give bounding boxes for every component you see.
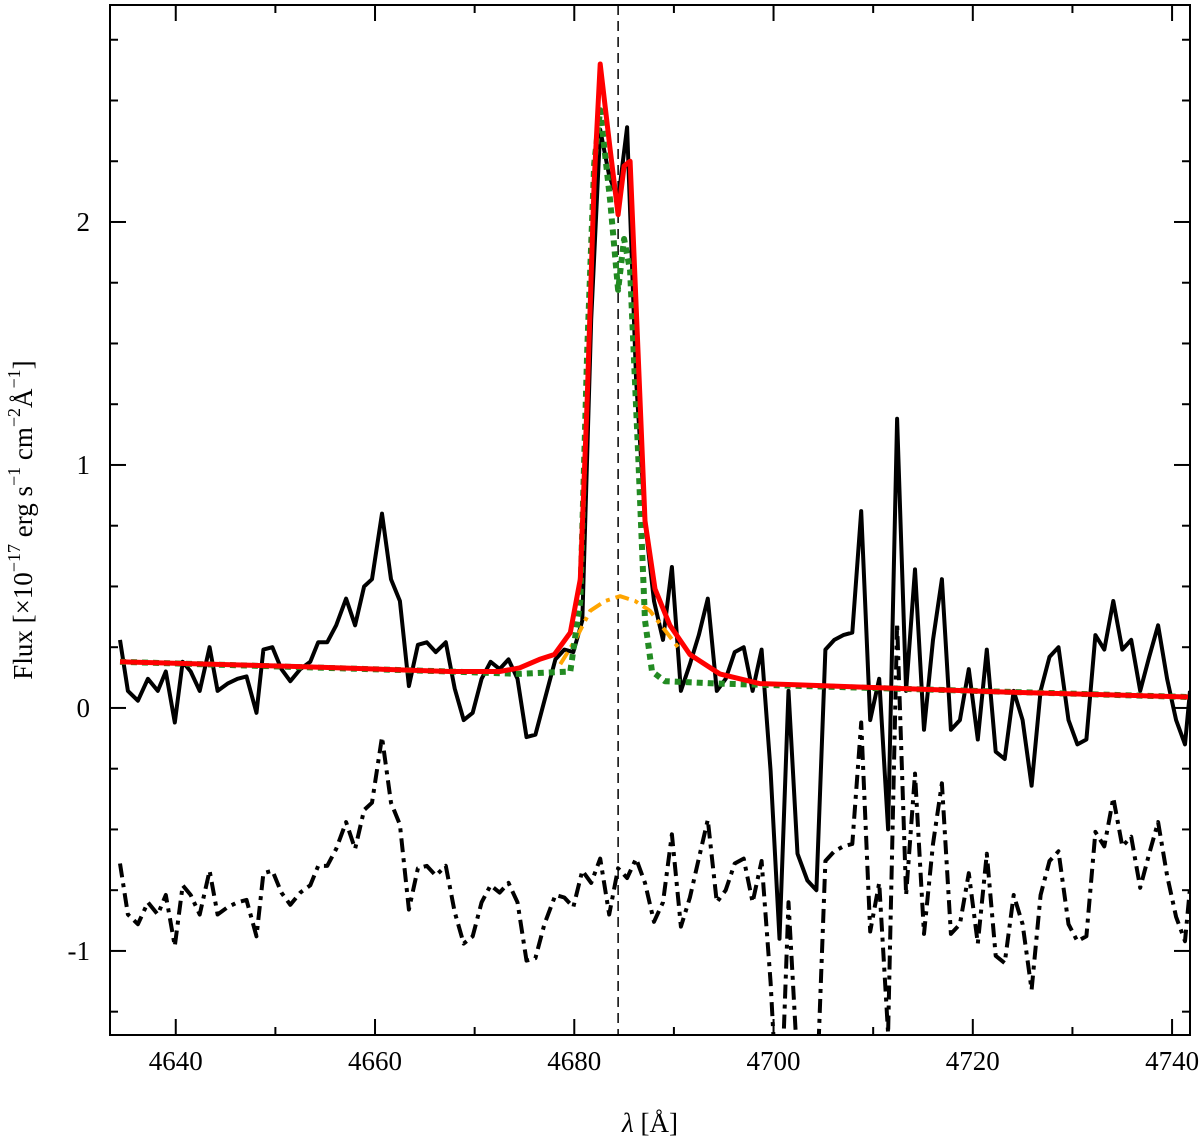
y-label-superscript: −1 bbox=[4, 467, 24, 486]
y-label-part: cm bbox=[8, 427, 38, 467]
x-tick-label: 4700 bbox=[747, 1046, 801, 1076]
y-tick-label: 0 bbox=[77, 693, 91, 723]
series-line bbox=[119, 61, 1189, 700]
x-label-part: λ bbox=[621, 1108, 634, 1138]
series-line bbox=[119, 107, 1189, 700]
y-label-part: ] bbox=[8, 360, 38, 369]
x-tick-label: 4680 bbox=[547, 1046, 601, 1076]
x-tick-label: 4640 bbox=[149, 1046, 203, 1076]
y-label-part: erg s bbox=[8, 486, 38, 544]
plot-frame bbox=[109, 4, 1191, 1036]
y-tick-label: -1 bbox=[68, 936, 91, 966]
y-label-superscript: −2 bbox=[4, 408, 24, 427]
x-tick-label: 4720 bbox=[946, 1046, 1000, 1076]
x-tick-label: 4740 bbox=[1145, 1046, 1199, 1076]
y-label-superscript: −1 bbox=[4, 369, 24, 388]
y-label-superscript: −17 bbox=[4, 544, 24, 572]
y-tick-label: 2 bbox=[77, 207, 91, 237]
series-line bbox=[118, 125, 1190, 941]
y-tick-label: 1 bbox=[77, 450, 91, 480]
y-label-part: Å bbox=[8, 388, 38, 408]
y-axis-label: Flux [×10−17 erg s−1 cm−2Å−1] bbox=[4, 360, 38, 679]
x-axis-label: λ [Å] bbox=[621, 1108, 678, 1138]
series-line bbox=[558, 594, 682, 666]
x-label-part: [Å] bbox=[634, 1108, 678, 1138]
y-label-part: Flux [×10 bbox=[8, 572, 38, 680]
plot-area bbox=[118, 5, 1190, 1035]
x-tick-label: 4660 bbox=[348, 1046, 402, 1076]
series-line bbox=[118, 620, 1190, 1035]
